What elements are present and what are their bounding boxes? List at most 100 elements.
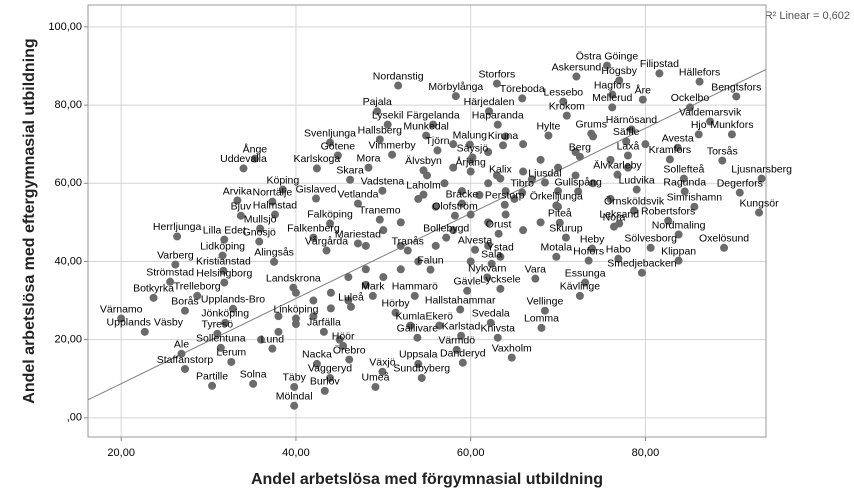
point: [554, 163, 563, 172]
point: [375, 135, 384, 144]
point: [655, 69, 664, 78]
point-label: Köping: [266, 174, 299, 186]
point-label: Filipstad: [640, 58, 679, 70]
point-label: Bräcke: [446, 188, 479, 200]
point-label: Hallstahammar: [425, 294, 496, 306]
point: [544, 131, 553, 140]
point: [452, 345, 461, 354]
point: [403, 246, 412, 255]
point-label: Höör: [332, 331, 355, 343]
point: [117, 314, 126, 323]
point-label: Uppsala: [399, 349, 438, 361]
point-label: Essunga: [565, 267, 606, 279]
point: [575, 291, 584, 300]
point: [465, 140, 474, 149]
point-label: Skara: [336, 165, 364, 177]
point: [410, 291, 419, 300]
point: [218, 251, 227, 260]
point-label: Hammarö: [392, 281, 438, 293]
point-label: Götene: [321, 140, 356, 152]
point-label: Ockelbo: [671, 92, 710, 104]
point-label: Kalix: [489, 163, 513, 175]
point: [540, 178, 549, 187]
point-label: Vårgårda: [305, 235, 348, 247]
point-label: Perstorp: [485, 190, 525, 202]
point-label: Pajala: [363, 96, 392, 108]
point-label: Hallsberg: [358, 124, 403, 136]
point: [463, 286, 472, 295]
y-tick-label: 80,00: [54, 99, 82, 111]
point-label: Laxå: [617, 140, 640, 152]
point-label: Falköping: [307, 208, 353, 220]
point: [457, 331, 466, 340]
point-label: Danderyd: [440, 348, 486, 360]
point-label: Tibro: [510, 177, 534, 189]
point-label: Lomma: [524, 313, 559, 325]
point: [270, 257, 279, 266]
point: [309, 233, 318, 242]
point-label: Leksand: [599, 208, 639, 220]
point: [326, 304, 335, 313]
point: [755, 208, 764, 217]
point-label: Strömstad: [146, 267, 194, 279]
point-label: Solna: [240, 369, 267, 381]
point: [493, 333, 502, 342]
point-label: Burlöv: [310, 376, 341, 388]
point-label: Orust: [486, 218, 512, 230]
point: [180, 364, 189, 373]
point-label: Motala: [541, 242, 573, 254]
point-label: Lysekil: [372, 109, 404, 121]
point: [149, 293, 158, 302]
point: [449, 140, 458, 149]
point-label: Kristianstad: [196, 256, 251, 268]
point-label: Habo: [606, 244, 631, 256]
point-label: Arvika: [223, 185, 252, 197]
point-label: Askersund: [552, 61, 602, 73]
point: [270, 210, 279, 219]
point: [216, 343, 225, 352]
point: [319, 327, 328, 336]
point: [674, 230, 683, 239]
point-label: Älvkarleby: [593, 159, 642, 171]
point: [552, 252, 561, 261]
point-label: Staffanstorp: [157, 354, 214, 366]
point: [233, 196, 242, 205]
y-tick-label: ,00: [67, 412, 82, 424]
point: [422, 131, 431, 140]
point-label: Alvesta: [458, 235, 493, 247]
point-label: Gävle: [453, 276, 481, 288]
point: [451, 92, 460, 101]
point: [406, 321, 415, 330]
point: [227, 357, 236, 366]
point: [735, 188, 744, 197]
point-label: Nordmaling: [652, 219, 706, 231]
point: [466, 257, 475, 266]
point: [757, 174, 766, 183]
point: [208, 381, 217, 390]
point-label: Luleå: [338, 292, 364, 304]
point-label: Karlskoga: [294, 153, 341, 165]
point-label: Kävlinge: [560, 281, 600, 293]
point-label: Tranemo: [359, 204, 401, 216]
point: [326, 138, 335, 147]
point: [632, 185, 641, 194]
point-label: Sundbyberg: [393, 363, 450, 375]
point-label: Varberg: [157, 249, 194, 261]
point-label: Ystad: [487, 242, 514, 254]
point: [571, 147, 580, 156]
point-label: Heby: [580, 233, 605, 245]
point: [291, 320, 300, 329]
point-label: Gislaved: [296, 183, 337, 195]
point-label: Åre: [635, 83, 652, 96]
point-label: Laholm: [406, 179, 441, 191]
point-label: Helsingborg: [196, 267, 252, 279]
point-label: Säysjö: [457, 142, 489, 154]
point: [484, 147, 493, 156]
point: [456, 305, 465, 314]
point: [466, 210, 475, 219]
point: [589, 132, 598, 141]
point: [466, 167, 475, 176]
point: [290, 382, 299, 391]
point-label: Linköping: [273, 303, 318, 315]
x-axis-label: Andel arbetslösa med förgymnasial utbild…: [251, 471, 603, 488]
